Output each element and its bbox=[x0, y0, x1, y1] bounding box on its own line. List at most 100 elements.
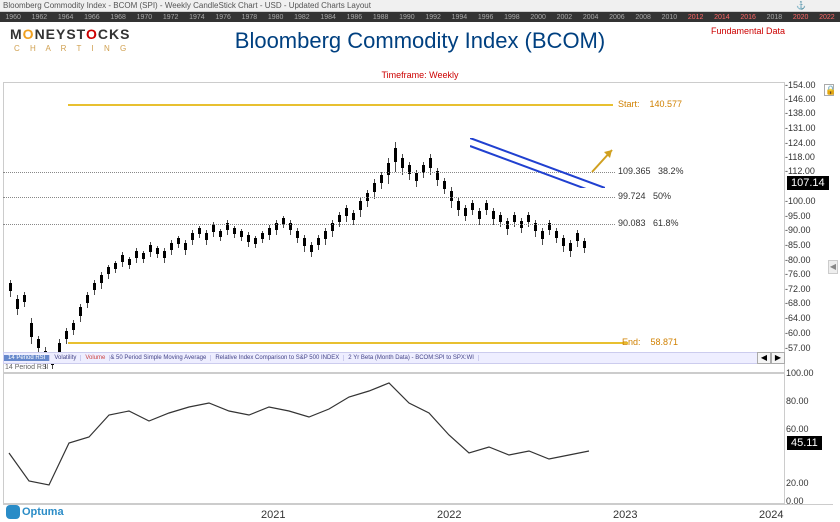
ytick: -112.00 bbox=[785, 166, 815, 176]
year-2002[interactable]: 2002 bbox=[551, 14, 577, 21]
end-value: 58.871 bbox=[651, 337, 679, 347]
ytick: -64.00 bbox=[785, 313, 811, 323]
start-label: Start: bbox=[618, 99, 640, 109]
ytick: -60.00 bbox=[785, 328, 811, 338]
year-2004[interactable]: 2004 bbox=[578, 14, 604, 21]
year-2012[interactable]: 2012 bbox=[683, 14, 709, 21]
price-y-axis: -154.00-146.00-138.00-131.00-124.00-118.… bbox=[785, 80, 835, 374]
year-2010[interactable]: 2010 bbox=[656, 14, 682, 21]
price-chart[interactable] bbox=[3, 82, 785, 374]
ytick: -95.00 bbox=[785, 211, 811, 221]
ytick: -85.00 bbox=[785, 240, 811, 250]
anchor-icon[interactable]: ⚓ bbox=[796, 1, 806, 10]
ytick: -68.00 bbox=[785, 298, 811, 308]
time-x-axis: 2021 2022 2023 2024 bbox=[3, 504, 833, 522]
tab-item[interactable]: Volatility bbox=[50, 355, 81, 361]
ytick: -100.00 bbox=[785, 196, 816, 206]
ytick: -72.00 bbox=[785, 284, 811, 294]
trend-line bbox=[470, 138, 605, 188]
fib-line bbox=[3, 197, 615, 198]
window-titlebar: Bloomberg Commodity Index - BCOM (SPI) -… bbox=[0, 0, 840, 12]
year-1982[interactable]: 1982 bbox=[289, 14, 315, 21]
xlabel: 2023 bbox=[613, 509, 637, 521]
xlabel: 2024 bbox=[759, 509, 783, 521]
start-level-text: Start: 140.577 bbox=[618, 99, 682, 109]
optuma-text: Optuma bbox=[22, 506, 64, 518]
year-1962[interactable]: 1962 bbox=[26, 14, 52, 21]
ytick: -90.00 bbox=[785, 225, 811, 235]
year-1984[interactable]: 1984 bbox=[315, 14, 341, 21]
lock-icon[interactable]: 🔒 bbox=[824, 84, 834, 96]
fundamental-data-link[interactable]: Fundamental Data bbox=[711, 26, 785, 36]
ytick: -80.00 bbox=[785, 255, 811, 265]
year-2000[interactable]: 2000 bbox=[525, 14, 551, 21]
candlestick-svg bbox=[4, 83, 784, 373]
year-1970[interactable]: 1970 bbox=[131, 14, 157, 21]
year-2014[interactable]: 2014 bbox=[709, 14, 735, 21]
fib-line bbox=[3, 224, 615, 225]
year-timeline[interactable]: 1960196219641966196819701972197419761978… bbox=[0, 12, 840, 22]
fib-label: 99.724 50% bbox=[618, 191, 671, 201]
tab-item[interactable]: Volume bbox=[81, 355, 110, 361]
year-2016[interactable]: 2016 bbox=[735, 14, 761, 21]
rsi-ytick: 20.00 bbox=[786, 478, 809, 488]
year-1966[interactable]: 1966 bbox=[79, 14, 105, 21]
xlabel: 2021 bbox=[261, 509, 285, 521]
fib-label: 109.365 38.2% bbox=[618, 166, 684, 176]
rsi-svg bbox=[4, 373, 784, 503]
year-1964[interactable]: 1964 bbox=[53, 14, 79, 21]
year-1988[interactable]: 1988 bbox=[368, 14, 394, 21]
year-1976[interactable]: 1976 bbox=[210, 14, 236, 21]
tab-item[interactable]: 2 Yr Beta (Month Data) - BCOM:SPI to SPX… bbox=[344, 355, 479, 361]
year-2018[interactable]: 2018 bbox=[761, 14, 787, 21]
year-2006[interactable]: 2006 bbox=[604, 14, 630, 21]
main-area: MONEYSTOCKS C H A R T I N G Bloomberg Co… bbox=[0, 22, 840, 522]
rsi-panel-label: 14 Period RSI bbox=[5, 364, 49, 371]
year-1968[interactable]: 1968 bbox=[105, 14, 131, 21]
rsi-chart[interactable] bbox=[3, 372, 785, 504]
year-1994[interactable]: 1994 bbox=[446, 14, 472, 21]
tab-item[interactable]: & 50 Period Simple Moving Average bbox=[110, 355, 211, 361]
year-1998[interactable]: 1998 bbox=[499, 14, 525, 21]
end-level-line bbox=[68, 342, 628, 344]
collapse-arrow-icon[interactable]: ◀ bbox=[828, 260, 838, 274]
year-2022[interactable]: 2022 bbox=[814, 14, 840, 21]
end-level-text: End: 58.871 bbox=[622, 337, 678, 347]
optuma-icon bbox=[6, 505, 20, 519]
rsi-ytick: 100.00 bbox=[786, 368, 814, 378]
ytick: -146.00 bbox=[785, 94, 816, 104]
nav-arrows: ◀▶ bbox=[757, 352, 785, 364]
year-1996[interactable]: 1996 bbox=[473, 14, 499, 21]
prev-arrow-button[interactable]: ◀ bbox=[757, 352, 771, 364]
next-arrow-button[interactable]: ▶ bbox=[771, 352, 785, 364]
ytick: -76.00 bbox=[785, 269, 811, 279]
year-1990[interactable]: 1990 bbox=[394, 14, 420, 21]
ytick: -118.00 bbox=[785, 152, 815, 162]
tab-item[interactable]: Relative Index Comparison to S&P 500 IND… bbox=[211, 355, 344, 361]
optuma-logo: Optuma bbox=[6, 505, 64, 519]
current-price-badge: 107.14 bbox=[787, 176, 829, 190]
fib-label: 90.083 61.8% bbox=[618, 218, 679, 228]
rsi-value-badge: 45.11 bbox=[787, 436, 822, 450]
year-1986[interactable]: 1986 bbox=[341, 14, 367, 21]
year-1974[interactable]: 1974 bbox=[184, 14, 210, 21]
ytick: -154.00 bbox=[785, 80, 816, 90]
year-1978[interactable]: 1978 bbox=[236, 14, 262, 21]
ytick: -124.00 bbox=[785, 138, 816, 148]
year-2008[interactable]: 2008 bbox=[630, 14, 656, 21]
year-2020[interactable]: 2020 bbox=[788, 14, 814, 21]
year-1972[interactable]: 1972 bbox=[158, 14, 184, 21]
ytick: -138.00 bbox=[785, 108, 816, 118]
ytick: -57.00 bbox=[785, 343, 811, 353]
tab-item[interactable]: 14 Period RSI bbox=[4, 355, 50, 361]
xlabel: 2022 bbox=[437, 509, 461, 521]
year-1960[interactable]: 1960 bbox=[0, 14, 26, 21]
end-label: End: bbox=[622, 337, 641, 347]
year-1992[interactable]: 1992 bbox=[420, 14, 446, 21]
indicator-tabs[interactable]: 14 Period RSIVolatilityVolume& 50 Period… bbox=[3, 352, 785, 364]
start-value: 140.577 bbox=[650, 99, 683, 109]
up-arrow-icon bbox=[590, 144, 620, 174]
rsi-ytick: 80.00 bbox=[786, 396, 809, 406]
year-1980[interactable]: 1980 bbox=[263, 14, 289, 21]
window-title: Bloomberg Commodity Index - BCOM (SPI) -… bbox=[0, 1, 371, 10]
